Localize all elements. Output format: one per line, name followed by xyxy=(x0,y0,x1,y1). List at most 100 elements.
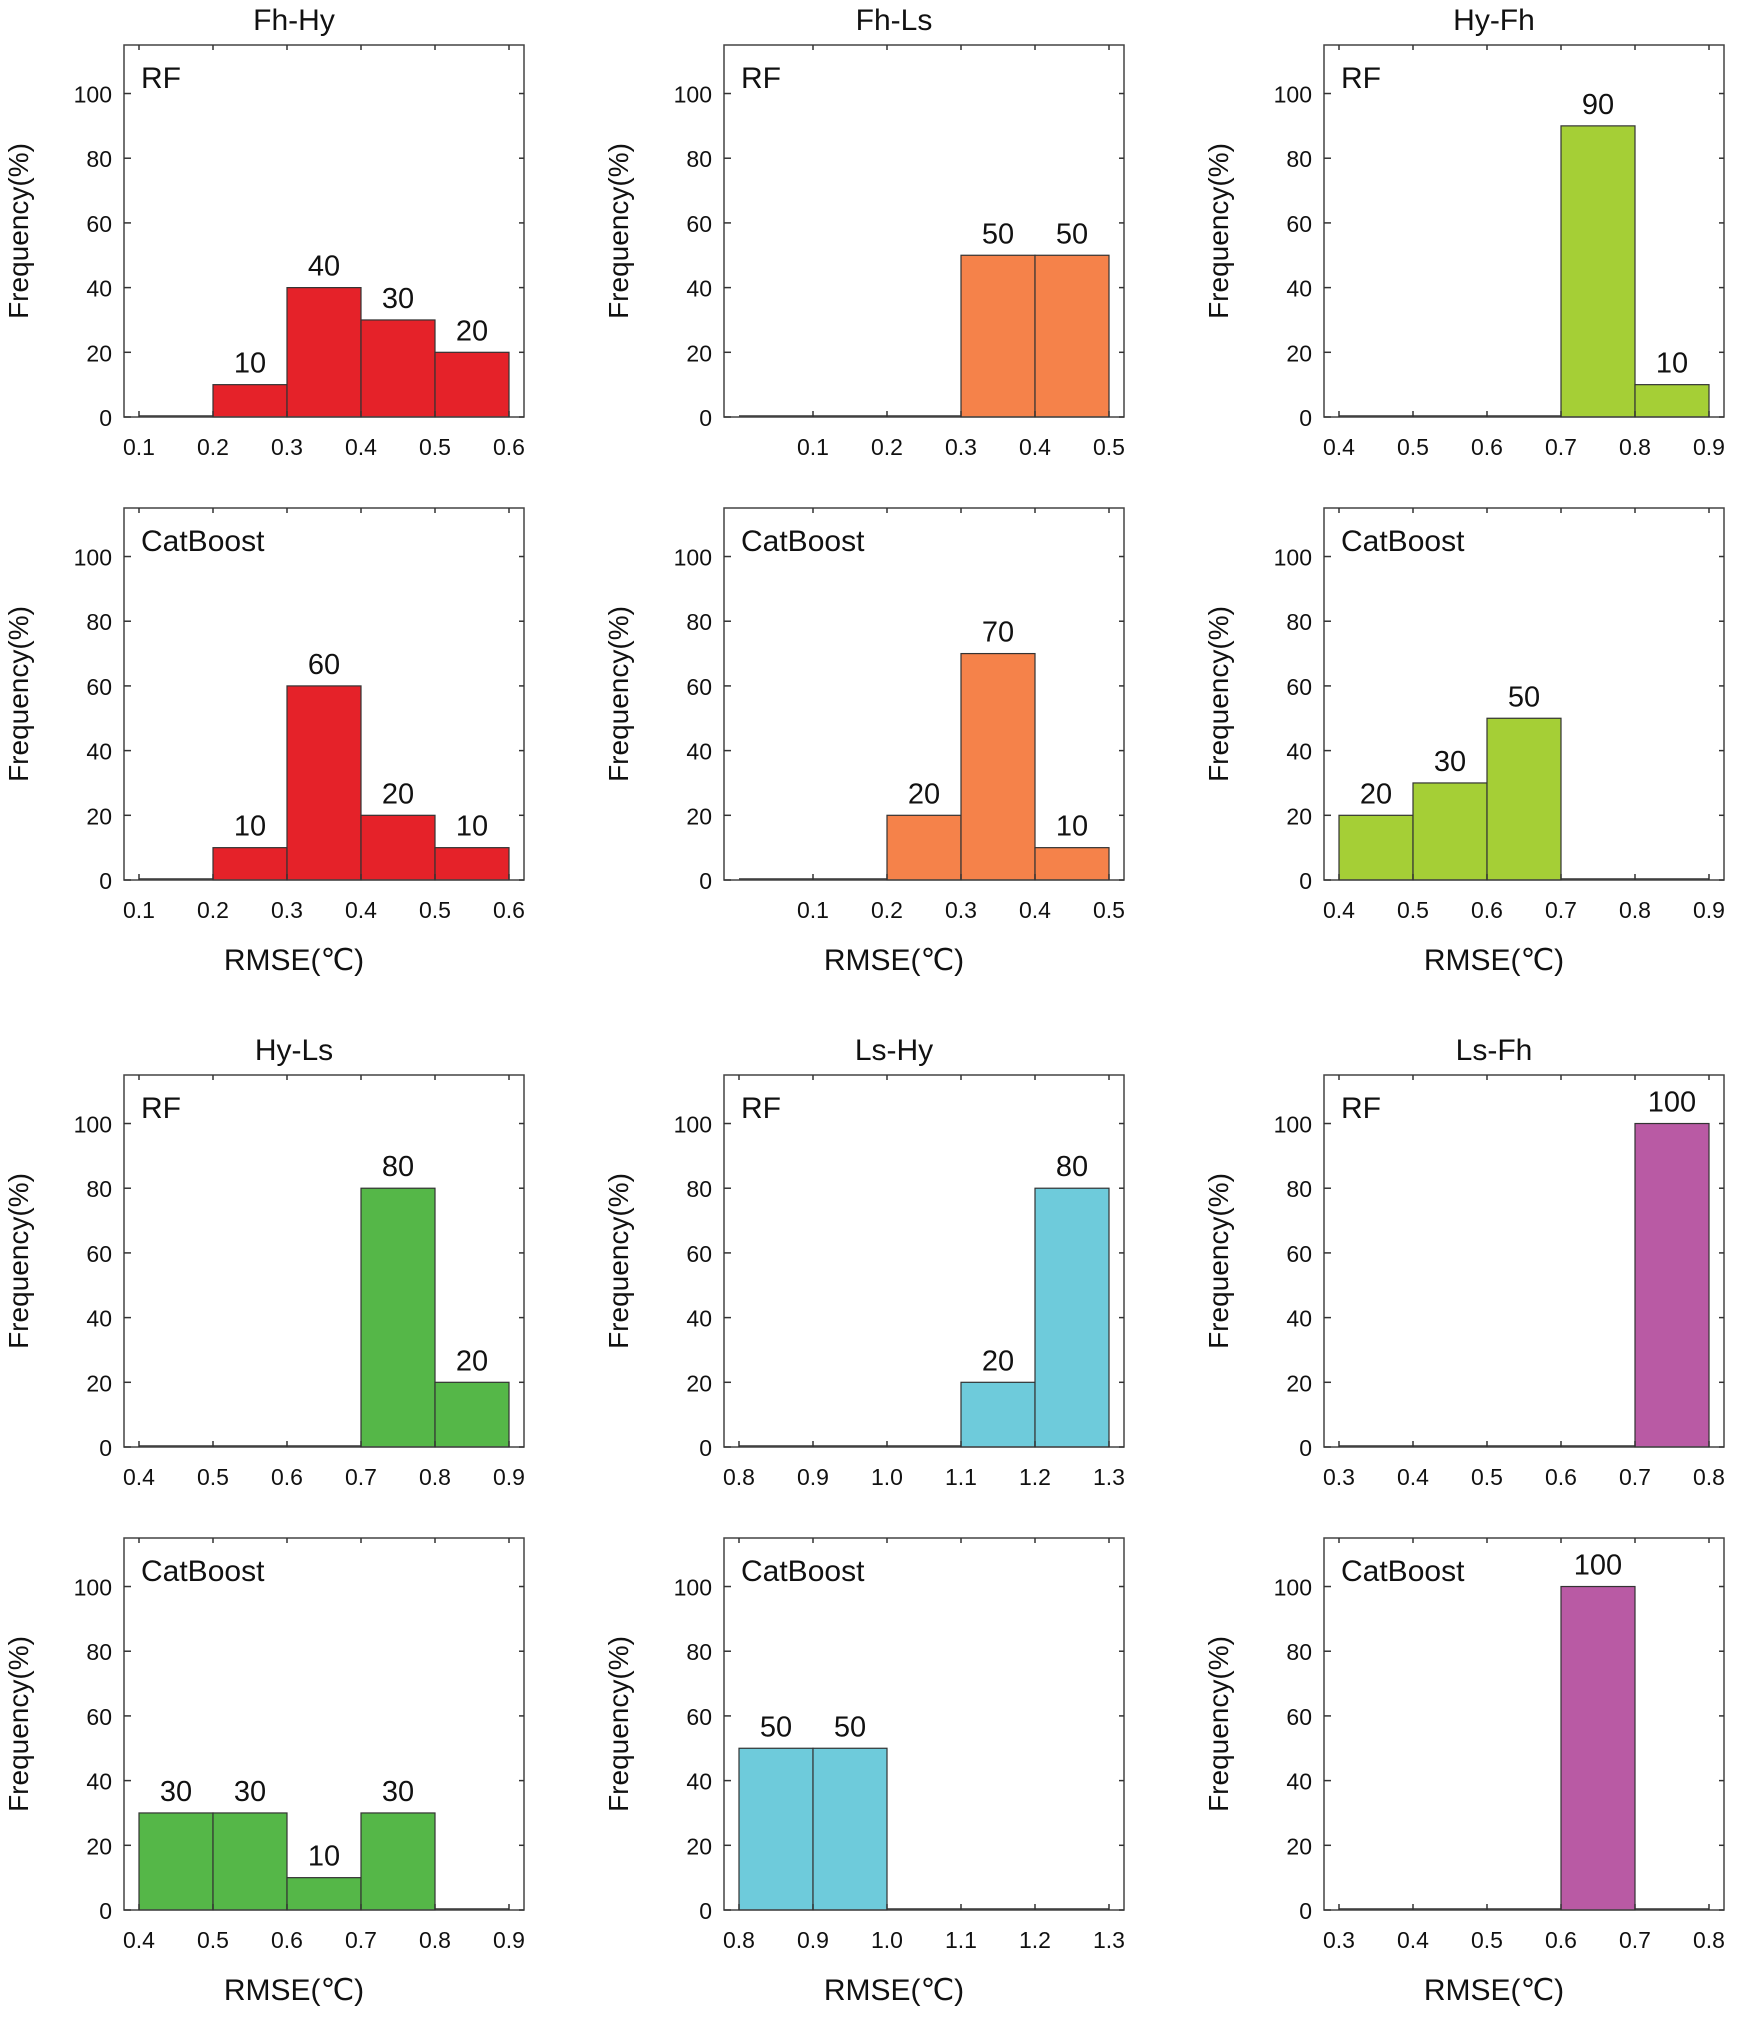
y-tick-label: 40 xyxy=(86,1306,112,1332)
y-tick-label: 80 xyxy=(1286,1176,1312,1202)
x-axis-label: RMSE(℃) xyxy=(824,1974,964,2007)
x-tick-label: 1.0 xyxy=(871,1927,903,1953)
bar-value-label: 100 xyxy=(1648,1087,1696,1119)
x-tick-label: 1.1 xyxy=(945,1464,977,1490)
x-tick-label: 0.7 xyxy=(1619,1464,1651,1490)
histogram-bar xyxy=(434,847,510,881)
y-tick-label: 60 xyxy=(686,211,712,237)
histogram-bar xyxy=(212,384,288,418)
histogram-bar xyxy=(1560,1585,1636,1911)
y-tick-label: 20 xyxy=(686,803,712,829)
y-tick-label: 20 xyxy=(1286,340,1312,366)
x-tick-label: 0.7 xyxy=(345,1464,377,1490)
x-tick-label: 0.6 xyxy=(493,897,525,923)
y-tick-label: 100 xyxy=(1274,82,1312,108)
x-tick-label: 0.5 xyxy=(1093,434,1125,460)
x-tick-label: 1.1 xyxy=(945,1927,977,1953)
plot-frame xyxy=(1323,1074,1725,1448)
plot-frame xyxy=(723,44,1125,418)
bar-value-label: 10 xyxy=(308,1841,340,1873)
y-tick-label: 80 xyxy=(86,609,112,635)
histogram-bar xyxy=(1486,717,1562,881)
x-tick-label: 0.8 xyxy=(723,1927,755,1953)
x-tick-label: 0.6 xyxy=(1471,434,1503,460)
y-tick-label: 60 xyxy=(686,1241,712,1267)
y-tick-label: 20 xyxy=(1286,803,1312,829)
x-tick-label: 0.6 xyxy=(271,1464,303,1490)
bar-value-label: 90 xyxy=(1582,89,1614,121)
y-tick-label: 100 xyxy=(74,545,112,571)
histogram-bar xyxy=(212,1812,288,1911)
x-tick-label: 0.6 xyxy=(1545,1927,1577,1953)
bar-value-label: 30 xyxy=(234,1776,266,1808)
y-tick-label: 0 xyxy=(699,1435,712,1461)
model-label: RF xyxy=(141,1092,181,1125)
y-tick-label: 20 xyxy=(86,803,112,829)
x-axis-label: RMSE(℃) xyxy=(1424,944,1564,977)
model-label: CatBoost xyxy=(1341,1555,1465,1588)
x-tick-label: 0.4 xyxy=(123,1927,155,1953)
x-tick-label: 0.5 xyxy=(1397,434,1429,460)
y-tick-label: 80 xyxy=(686,1639,712,1665)
bar-value-label: 30 xyxy=(1434,746,1466,778)
bar-value-label: 50 xyxy=(834,1711,866,1743)
bar-value-label: 20 xyxy=(908,778,940,810)
y-tick-label: 80 xyxy=(1286,609,1312,635)
model-label: CatBoost xyxy=(1341,525,1465,558)
x-tick-label: 0.4 xyxy=(345,434,377,460)
chart-title: Fh-Hy xyxy=(253,4,335,37)
histogram-bar xyxy=(360,814,436,881)
x-tick-label: 1.3 xyxy=(1093,1464,1125,1490)
x-tick-label: 0.4 xyxy=(345,897,377,923)
y-tick-label: 60 xyxy=(86,674,112,700)
y-tick-label: 100 xyxy=(1274,1112,1312,1138)
bar-value-label: 30 xyxy=(382,1776,414,1808)
y-tick-label: 80 xyxy=(686,1176,712,1202)
chart-title: Ls-Hy xyxy=(855,1034,933,1067)
y-axis-label: Frequency(%) xyxy=(3,143,34,319)
model-label: CatBoost xyxy=(141,525,265,558)
histogram-bar xyxy=(1412,782,1488,881)
histogram-bar xyxy=(960,254,1036,418)
histogram-bar xyxy=(286,1877,362,1911)
y-axis-label: Frequency(%) xyxy=(1203,606,1234,782)
x-tick-label: 0.4 xyxy=(123,1464,155,1490)
histogram-bar xyxy=(1034,1187,1110,1448)
y-axis-label: Frequency(%) xyxy=(3,1173,34,1349)
x-tick-label: 0.5 xyxy=(1471,1464,1503,1490)
y-tick-label: 60 xyxy=(1286,1241,1312,1267)
x-tick-label: 0.8 xyxy=(1693,1927,1725,1953)
y-tick-label: 100 xyxy=(1274,545,1312,571)
y-tick-label: 80 xyxy=(686,609,712,635)
histogram-bar xyxy=(286,685,362,881)
y-tick-label: 20 xyxy=(686,1370,712,1396)
x-tick-label: 0.5 xyxy=(1093,897,1125,923)
y-tick-label: 20 xyxy=(86,1833,112,1859)
y-tick-label: 0 xyxy=(699,1898,712,1924)
x-tick-label: 0.1 xyxy=(123,434,155,460)
plot-frame xyxy=(1323,1537,1725,1911)
x-tick-label: 0.3 xyxy=(945,434,977,460)
x-axis-label: RMSE(℃) xyxy=(224,1974,364,2007)
y-tick-label: 100 xyxy=(674,1575,712,1601)
x-tick-label: 0.8 xyxy=(419,1927,451,1953)
y-axis-label: Frequency(%) xyxy=(1203,1173,1234,1349)
y-tick-label: 60 xyxy=(1286,1704,1312,1730)
y-tick-label: 100 xyxy=(1274,1575,1312,1601)
x-tick-label: 0.3 xyxy=(271,434,303,460)
y-axis-label: Frequency(%) xyxy=(603,143,634,319)
y-tick-label: 100 xyxy=(674,82,712,108)
y-tick-label: 20 xyxy=(686,340,712,366)
x-tick-label: 1.0 xyxy=(871,1464,903,1490)
x-axis-label: RMSE(℃) xyxy=(224,944,364,977)
y-tick-label: 0 xyxy=(99,1435,112,1461)
model-label: RF xyxy=(741,1092,781,1125)
y-tick-label: 60 xyxy=(686,1704,712,1730)
y-tick-label: 100 xyxy=(674,1112,712,1138)
x-tick-label: 0.7 xyxy=(345,1927,377,1953)
plot-frame xyxy=(1323,44,1725,418)
x-tick-label: 0.4 xyxy=(1019,897,1051,923)
x-tick-label: 0.2 xyxy=(197,434,229,460)
y-tick-label: 60 xyxy=(86,1704,112,1730)
y-tick-label: 40 xyxy=(686,276,712,302)
